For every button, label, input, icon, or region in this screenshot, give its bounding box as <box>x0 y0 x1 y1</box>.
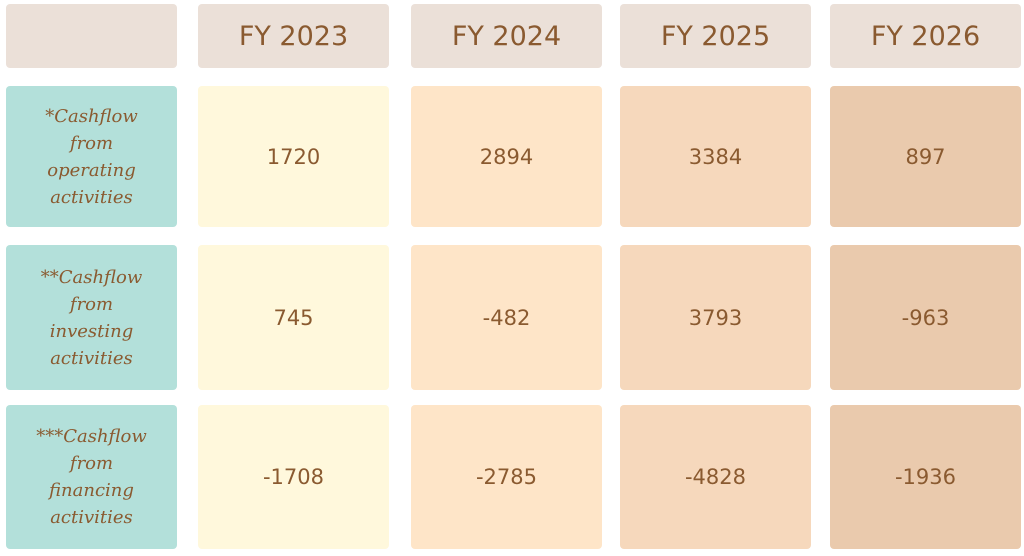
value-cell: -1936 <box>830 405 1021 549</box>
value-cell: -1708 <box>198 405 389 549</box>
column-header: FY 2025 <box>620 4 811 68</box>
value-cell: -2785 <box>411 405 602 549</box>
row-label: *Cashflow from operating activities <box>6 86 177 227</box>
value-cell-text: -4828 <box>684 465 747 489</box>
value-cell-text: -2785 <box>475 465 538 489</box>
value-cell: 1720 <box>198 86 389 227</box>
value-cell-text: -1936 <box>894 465 957 489</box>
value-cell-text: 2894 <box>479 144 534 169</box>
value-cell: -963 <box>830 245 1021 390</box>
column-header-text: FY 2023 <box>238 20 349 52</box>
value-cell: 3793 <box>620 245 811 390</box>
value-cell-text: -482 <box>482 305 531 330</box>
column-header: FY 2023 <box>198 4 389 68</box>
row-label: **Cashflow from investing activities <box>6 245 177 390</box>
value-cell-text: 745 <box>273 305 314 330</box>
value-cell-text: 3793 <box>688 305 743 330</box>
value-cell-text: 1720 <box>266 144 321 169</box>
value-cell: 897 <box>830 86 1021 227</box>
column-header-text: FY 2026 <box>870 20 981 52</box>
column-header: FY 2024 <box>411 4 602 68</box>
row-label-text: ***Cashflow from financing activities <box>36 426 147 528</box>
row-label-text: **Cashflow from investing activities <box>40 266 143 369</box>
column-header-text: FY 2024 <box>451 20 562 52</box>
value-cell: 745 <box>198 245 389 390</box>
value-cell-text: -1708 <box>262 465 325 489</box>
value-cell: 3384 <box>620 86 811 227</box>
value-cell: 2894 <box>411 86 602 227</box>
value-cell: -482 <box>411 245 602 390</box>
value-cell: -4828 <box>620 405 811 549</box>
column-header: FY 2026 <box>830 4 1021 68</box>
row-label-text: *Cashflow from operating activities <box>45 105 138 208</box>
value-cell-text: -963 <box>901 305 950 330</box>
corner-cell <box>6 4 177 68</box>
value-cell-text: 897 <box>905 144 946 169</box>
row-label: ***Cashflow from financing activities <box>6 405 177 549</box>
value-cell-text: 3384 <box>688 144 743 169</box>
column-header-text: FY 2025 <box>660 20 771 52</box>
